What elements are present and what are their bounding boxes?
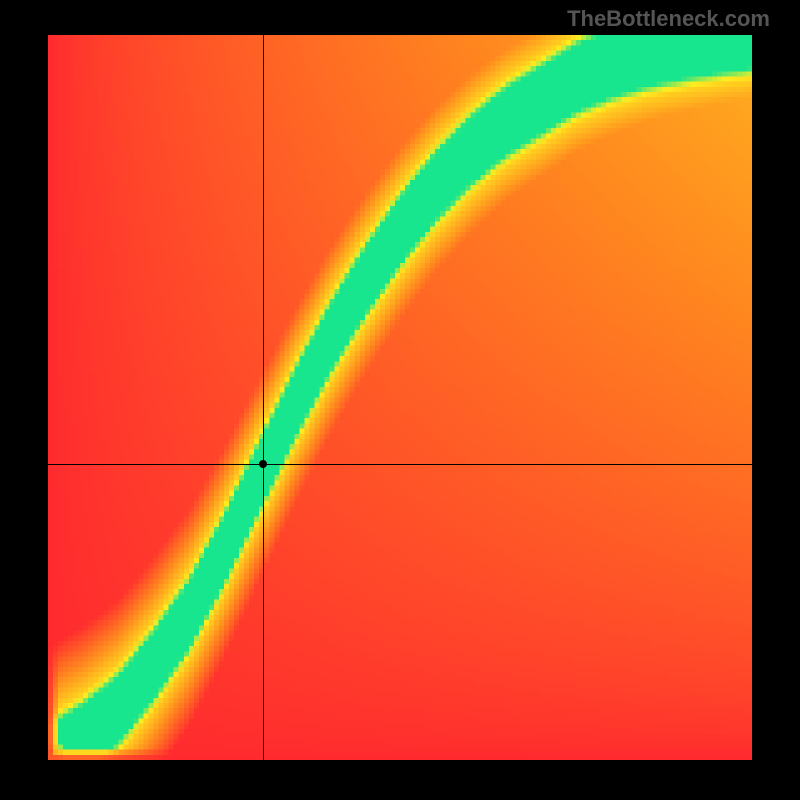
- root-container: TheBottleneck.com: [0, 0, 800, 800]
- heatmap-plot: [48, 35, 752, 760]
- crosshair-vertical: [263, 35, 264, 760]
- crosshair-horizontal: [48, 464, 752, 465]
- watermark-text: TheBottleneck.com: [567, 6, 770, 32]
